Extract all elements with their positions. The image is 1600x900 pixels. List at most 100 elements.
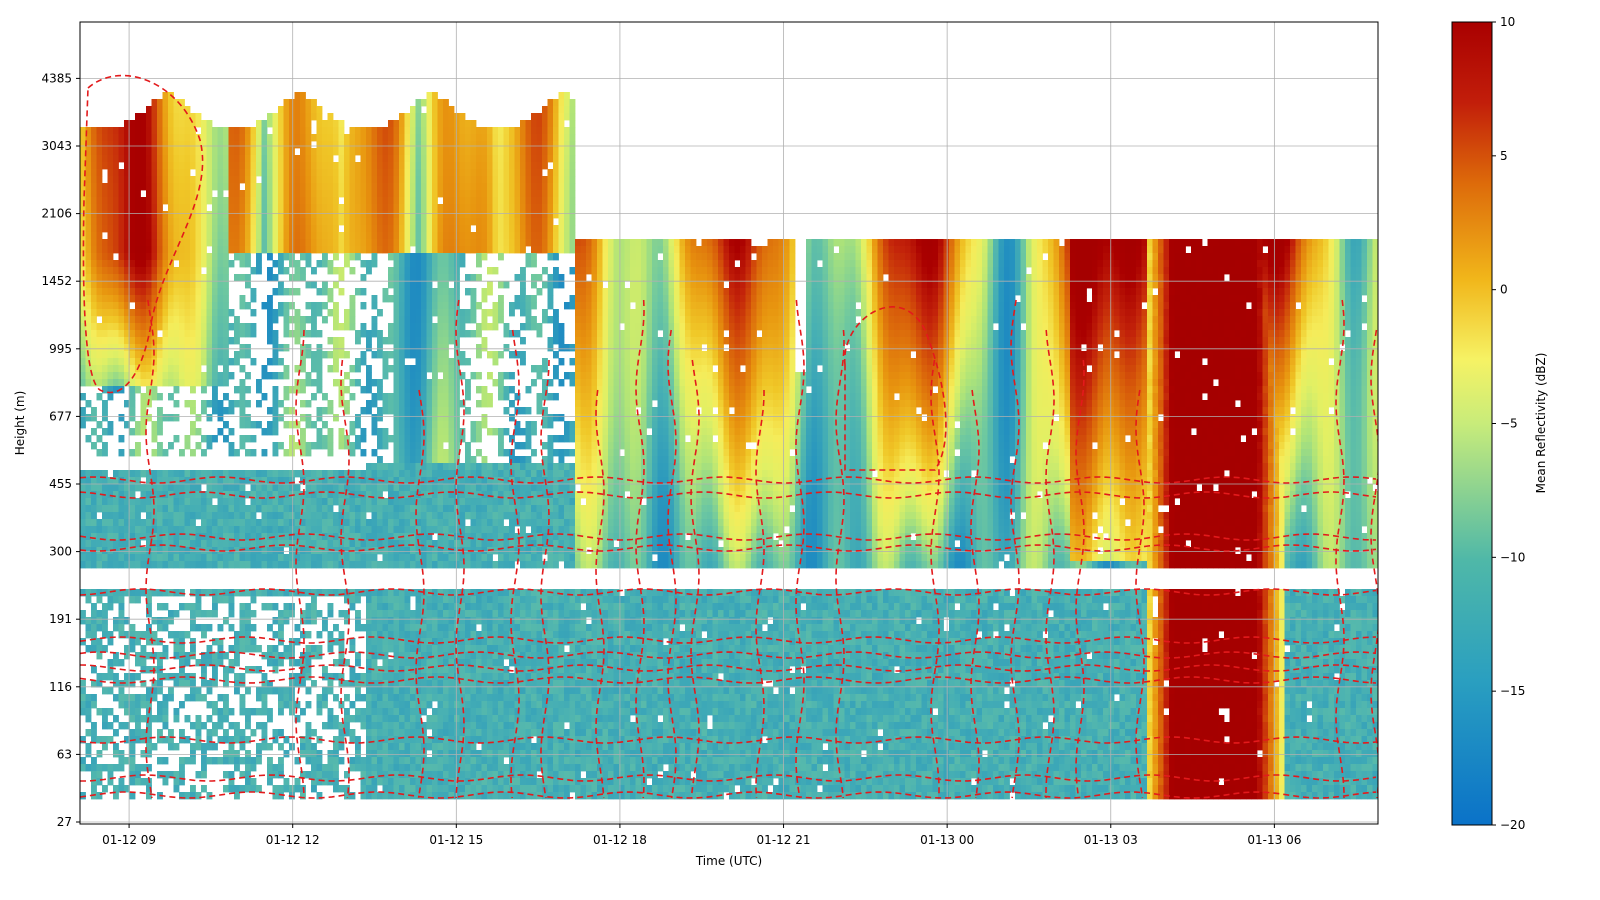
heatmap-cell xyxy=(289,561,295,569)
heatmap-cell xyxy=(107,330,114,338)
heatmap-cell xyxy=(129,169,136,177)
heatmap-cell xyxy=(118,141,125,149)
heatmap-cell xyxy=(223,505,229,513)
heatmap-cell xyxy=(333,771,339,779)
heatmap-cell xyxy=(234,680,240,688)
heatmap-cell xyxy=(333,246,339,254)
heatmap-cell xyxy=(415,113,422,121)
heatmap-cell xyxy=(421,701,427,709)
heatmap-cell xyxy=(162,106,169,114)
heatmap-cell xyxy=(294,680,301,688)
heatmap-cell xyxy=(360,225,367,233)
heatmap-cell xyxy=(124,722,130,730)
heatmap-cell xyxy=(426,491,433,499)
heatmap-cell xyxy=(206,197,213,205)
heatmap-cell xyxy=(261,246,268,254)
heatmap-cell xyxy=(223,204,229,212)
heatmap-cell xyxy=(195,659,202,667)
heatmap-cell xyxy=(344,596,350,604)
heatmap-cell xyxy=(80,379,86,387)
heatmap-cell xyxy=(91,666,97,674)
heatmap-cell xyxy=(382,722,389,730)
heatmap-cell xyxy=(305,645,312,653)
heatmap-cell xyxy=(399,526,405,534)
heatmap-cell xyxy=(327,267,334,275)
heatmap-cell xyxy=(322,470,328,478)
heatmap-cell xyxy=(190,407,196,415)
heatmap-cell xyxy=(179,484,185,492)
heatmap-cell xyxy=(355,253,361,261)
heatmap-cell xyxy=(311,134,317,142)
heatmap-cell xyxy=(382,435,389,443)
heatmap-cell xyxy=(96,393,103,401)
heatmap-cell xyxy=(261,498,268,506)
heatmap-cell xyxy=(129,631,136,639)
heatmap-cell xyxy=(195,694,202,702)
heatmap-cell xyxy=(168,225,174,233)
heatmap-cell xyxy=(305,589,312,597)
heatmap-cell xyxy=(80,638,86,646)
heatmap-cell xyxy=(124,757,130,765)
heatmap-cell xyxy=(157,652,163,660)
heatmap-cell xyxy=(404,211,411,219)
heatmap-cell xyxy=(245,176,251,184)
heatmap-cell xyxy=(179,190,185,198)
heatmap-cell xyxy=(421,379,427,387)
heatmap-cell xyxy=(360,204,367,212)
heatmap-cell xyxy=(399,232,405,240)
heatmap-cell xyxy=(201,435,207,443)
heatmap-cell xyxy=(96,148,103,156)
heatmap-cell xyxy=(212,554,218,562)
heatmap-cell xyxy=(448,526,455,534)
heatmap-cell xyxy=(278,694,284,702)
heatmap-cell xyxy=(217,274,224,282)
heatmap-cell xyxy=(338,589,345,597)
heatmap-cell xyxy=(256,211,262,219)
heatmap-cell xyxy=(404,743,411,751)
heatmap-cell xyxy=(80,337,86,345)
heatmap-cell xyxy=(415,743,422,751)
heatmap-cell xyxy=(124,400,130,408)
heatmap-cell xyxy=(443,120,449,128)
heatmap-cell xyxy=(393,386,400,394)
heatmap-cell xyxy=(91,127,97,135)
heatmap-cell xyxy=(344,610,350,618)
heatmap-cell xyxy=(311,330,317,338)
heatmap-cell xyxy=(195,281,202,289)
heatmap-cell xyxy=(184,400,191,408)
heatmap-cell xyxy=(129,386,136,394)
heatmap-cell xyxy=(432,596,438,604)
heatmap-cell xyxy=(432,617,438,625)
heatmap-cell xyxy=(162,330,169,338)
heatmap-cell xyxy=(102,645,108,653)
heatmap-cell xyxy=(382,708,389,716)
heatmap-cell xyxy=(432,722,438,730)
heatmap-cell xyxy=(80,757,86,765)
heatmap-cell xyxy=(135,428,141,436)
heatmap-cell xyxy=(355,652,361,660)
heatmap-cell xyxy=(289,484,295,492)
heatmap-cell xyxy=(135,547,141,555)
heatmap-cell xyxy=(228,778,235,786)
heatmap-cell xyxy=(437,610,444,618)
heatmap-cell xyxy=(443,764,449,772)
heatmap-cell xyxy=(443,533,449,541)
heatmap-cell xyxy=(151,470,158,478)
heatmap-cell xyxy=(393,603,400,611)
heatmap-cell xyxy=(454,218,460,226)
heatmap-cell xyxy=(278,288,284,296)
heatmap-cell xyxy=(437,407,444,415)
heatmap-cell xyxy=(168,617,174,625)
heatmap-cell xyxy=(426,190,433,198)
heatmap-cell xyxy=(102,358,108,366)
heatmap-cell xyxy=(311,540,317,548)
heatmap-cell xyxy=(327,260,334,268)
heatmap-cell xyxy=(366,792,372,800)
heatmap-cell xyxy=(135,561,141,569)
heatmap-cell xyxy=(250,176,257,184)
heatmap-cell xyxy=(140,393,147,401)
heatmap-cell xyxy=(399,365,405,373)
heatmap-cell xyxy=(382,477,389,485)
heatmap-cell xyxy=(267,624,273,632)
heatmap-cell xyxy=(135,134,141,142)
